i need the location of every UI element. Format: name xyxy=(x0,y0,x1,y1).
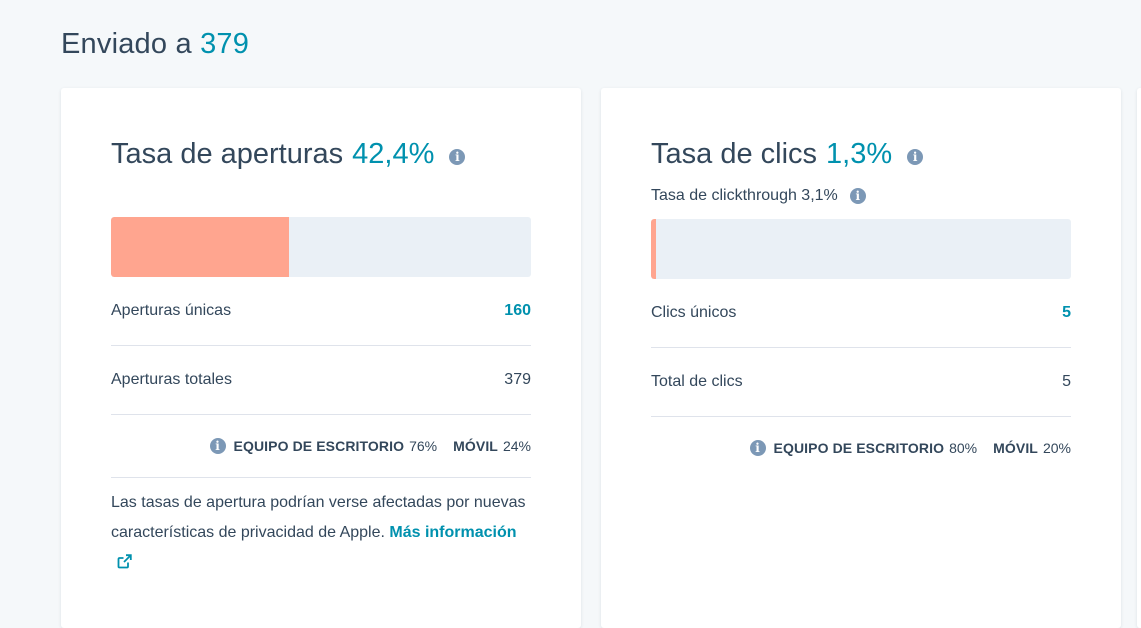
click-rate-title: Tasa de clics 1,3% i xyxy=(651,138,924,171)
unique-opens-link[interactable]: 160 xyxy=(504,302,531,319)
stat-row-total-clicks: Total de clics 5 xyxy=(651,348,1071,417)
info-icon[interactable]: i xyxy=(907,148,924,165)
stat-label: Total de clics xyxy=(651,373,743,390)
desktop-label: EQUIPO DE ESCRITORIO xyxy=(233,438,405,454)
device-breakdown: i EQUIPO DE ESCRITORIO 80% MÓVIL 20% xyxy=(651,417,1071,479)
clickthrough-label: Tasa de clickthrough 3,1% xyxy=(651,187,838,204)
next-card-edge xyxy=(1137,88,1141,628)
click-rate-value: 1,3% xyxy=(826,138,893,170)
open-rate-title: Tasa de aperturas 42,4% i xyxy=(111,138,466,171)
click-rate-card: Tasa de clics 1,3% i Tasa de clickthroug… xyxy=(601,88,1121,628)
open-rate-bar xyxy=(111,217,531,277)
mobile-pct: 24% xyxy=(502,438,531,454)
desktop-pct: 76% xyxy=(409,438,438,454)
info-icon[interactable]: i xyxy=(849,188,866,204)
mobile-stat: MÓVIL 24% xyxy=(453,438,531,454)
open-rate-value: 42,4% xyxy=(352,138,435,170)
stat-row-unique-clicks: Clics únicos 5 xyxy=(651,279,1071,348)
sent-heading: Enviado a 379 xyxy=(61,28,249,61)
privacy-note-text: Las tasas de apertura podrían verse afec… xyxy=(111,494,526,541)
stat-row-total-opens: Aperturas totales 379 xyxy=(111,346,531,415)
click-rate-bar-fill xyxy=(651,219,657,279)
stat-label: Clics únicos xyxy=(651,304,737,321)
mobile-stat: MÓVIL 20% xyxy=(993,440,1071,456)
click-rate-label: Tasa de clics xyxy=(651,138,818,170)
stat-row-unique-opens: Aperturas únicas 160 xyxy=(111,277,531,346)
clickthrough-rate: Tasa de clickthrough 3,1% i xyxy=(651,187,866,205)
mobile-pct: 20% xyxy=(1042,440,1071,456)
sent-label: Enviado a xyxy=(61,28,192,60)
stat-value: 379 xyxy=(504,371,531,388)
open-rate-bar-fill xyxy=(111,217,290,277)
device-breakdown: i EQUIPO DE ESCRITORIO 76% MÓVIL 24% xyxy=(111,415,531,478)
desktop-pct: 80% xyxy=(949,440,978,456)
desktop-stat: EQUIPO DE ESCRITORIO 80% xyxy=(774,440,978,456)
info-icon[interactable]: i xyxy=(749,440,766,456)
more-info-label: Más información xyxy=(389,524,517,541)
info-icon[interactable]: i xyxy=(449,148,466,165)
external-link-icon xyxy=(117,550,132,580)
info-icon[interactable]: i xyxy=(209,438,226,454)
stat-label: Aperturas únicas xyxy=(111,302,232,319)
desktop-stat: EQUIPO DE ESCRITORIO 76% xyxy=(234,438,438,454)
sent-count: 379 xyxy=(200,28,250,60)
open-rate-card: Tasa de aperturas 42,4% i Aperturas únic… xyxy=(61,88,581,628)
unique-clicks-link[interactable]: 5 xyxy=(1062,304,1071,321)
mobile-label: MÓVIL xyxy=(993,440,1038,456)
open-rate-label: Tasa de aperturas xyxy=(111,138,344,170)
more-info-link[interactable]: Más información xyxy=(111,524,517,571)
click-rate-bar xyxy=(651,219,1071,279)
stat-value: 5 xyxy=(1062,373,1071,390)
desktop-label: EQUIPO DE ESCRITORIO xyxy=(773,440,945,456)
mobile-label: MÓVIL xyxy=(453,438,498,454)
privacy-note: Las tasas de apertura podrían verse afec… xyxy=(111,488,531,580)
stat-label: Aperturas totales xyxy=(111,371,232,388)
